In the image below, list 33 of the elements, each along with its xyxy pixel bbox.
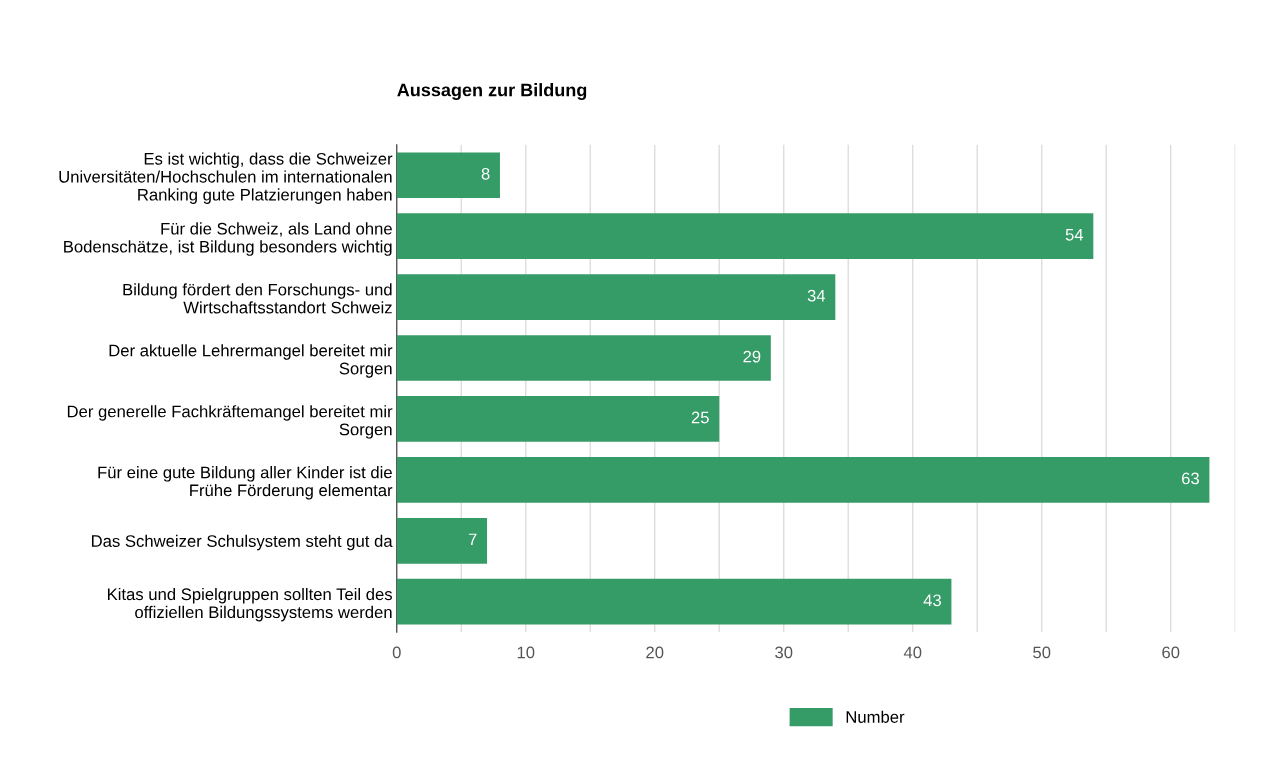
y-tick-label: Der generelle Fachkräftemangel bereitet mir Sorgen — [67, 405, 393, 439]
data-label: 43 — [923, 594, 941, 607]
y-tick-label: Für die Schweiz, als Land ohne Bodenschätze, ist Bildung besonders wichtig — [64, 222, 392, 256]
bar — [396, 335, 771, 381]
bar — [396, 213, 1094, 260]
x-tick-label: 0 — [392, 646, 401, 659]
bar — [396, 578, 952, 625]
x-tick-label: 50 — [1033, 646, 1051, 659]
x-tick-label: 10 — [517, 646, 535, 659]
bar — [396, 274, 836, 320]
x-tick-label: 60 — [1162, 646, 1180, 659]
x-tick-label: 30 — [775, 646, 793, 659]
y-tick-label: Das Schweizer Schulsystem steht gut da — [91, 534, 393, 551]
data-label: 54 — [1065, 229, 1084, 241]
y-tick-label: Bildung fördert den Forschungs- und Wirtschaftsstandort Schweiz — [123, 283, 392, 314]
y-tick-label: Kitas und Spielgruppen sollten Teil des offiziellen Bildungssystems werden — [107, 587, 393, 622]
data-label: 63 — [1182, 472, 1199, 485]
bar — [396, 396, 720, 442]
data-label: 29 — [743, 350, 761, 363]
y-tick-label: Es ist wichtig, dass die Schweizer Universitäten/Hochschulen im internationalen Ranking gute Platzierungen haben — [59, 152, 393, 204]
data-label: 8 — [481, 167, 490, 180]
legend-label: Number — [846, 710, 905, 723]
data-label: 7 — [468, 533, 477, 546]
data-label: 25 — [691, 411, 709, 424]
data-label: 34 — [807, 289, 826, 302]
y-tick-label: Der aktuelle Lehrermangel bereitet mir Sorgen — [109, 344, 393, 378]
y-tick-label: Für eine gute Bildung aller Kinder ist die Frühe Förderung elementar — [98, 466, 393, 500]
bar — [396, 457, 1210, 503]
x-tick-label: 20 — [646, 646, 664, 659]
chart-title: Aussagen zur Bildung — [397, 83, 587, 100]
x-tick-label: 40 — [903, 646, 922, 659]
bar — [396, 517, 488, 564]
bar — [396, 152, 500, 199]
